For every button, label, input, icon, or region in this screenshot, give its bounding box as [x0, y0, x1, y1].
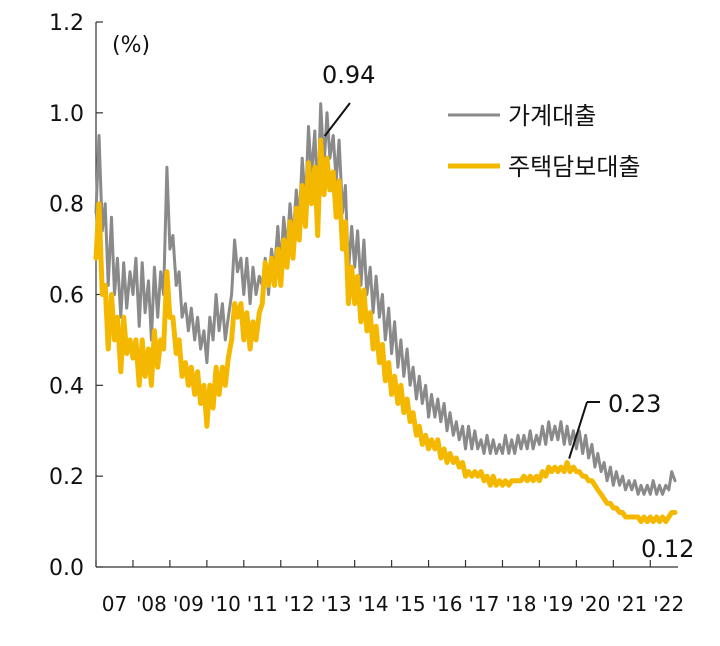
annotation-peak: 0.94: [322, 61, 375, 89]
x-tick-label: '17: [469, 592, 500, 616]
y-tick-label: 0.0: [49, 556, 84, 581]
x-tick-label: '09: [173, 592, 204, 616]
x-axis-ticks: 07'08'09'10'11'12'13'14'15'16'17'18'19'2…: [95, 560, 684, 616]
x-tick-label: '15: [395, 592, 426, 616]
x-tick-label: '22: [653, 592, 684, 616]
unit-label: (%): [112, 33, 150, 58]
x-tick-label: '19: [542, 592, 573, 616]
x-tick-label: '14: [358, 592, 389, 616]
legend-label-household: 가계대출: [508, 102, 596, 130]
x-tick-label: '16: [432, 592, 463, 616]
x-tick-label: '20: [579, 592, 610, 616]
x-tick-label: '12: [284, 592, 315, 616]
legend-label-mortgage: 주택담보대출: [508, 153, 640, 181]
annotation-latest: 0.12: [641, 535, 694, 563]
y-tick-label: 0.8: [49, 193, 84, 218]
y-tick-label: 0.6: [49, 284, 84, 309]
annotation-leader-peak: [323, 102, 351, 137]
legend: 가계대출 주택담보대출: [448, 102, 640, 181]
y-tick-label: 0.2: [49, 465, 84, 490]
series-layer: [93, 102, 678, 525]
annotation-leader-2019: [568, 401, 588, 459]
y-tick-label: 1.0: [49, 102, 84, 127]
y-axis-ticks: 0.0 0.2 0.4 0.6 0.8 1.0 1.2: [49, 11, 103, 581]
annotation-layer: 0.94 0.23 0.12: [322, 61, 694, 563]
x-tick-label: '21: [616, 592, 647, 616]
x-tick-label: '11: [247, 592, 278, 616]
x-tick-label: 07: [102, 592, 127, 616]
x-tick-label: '13: [321, 592, 352, 616]
y-tick-label: 0.4: [49, 374, 84, 399]
x-tick-label: '10: [210, 592, 241, 616]
series-line-mortgage: [93, 137, 678, 525]
x-tick-label: '08: [136, 592, 167, 616]
x-tick-label: '18: [505, 592, 536, 616]
series-line-household: [94, 102, 677, 496]
annotation-2019: 0.23: [608, 390, 661, 418]
y-tick-label: 1.2: [49, 11, 84, 36]
